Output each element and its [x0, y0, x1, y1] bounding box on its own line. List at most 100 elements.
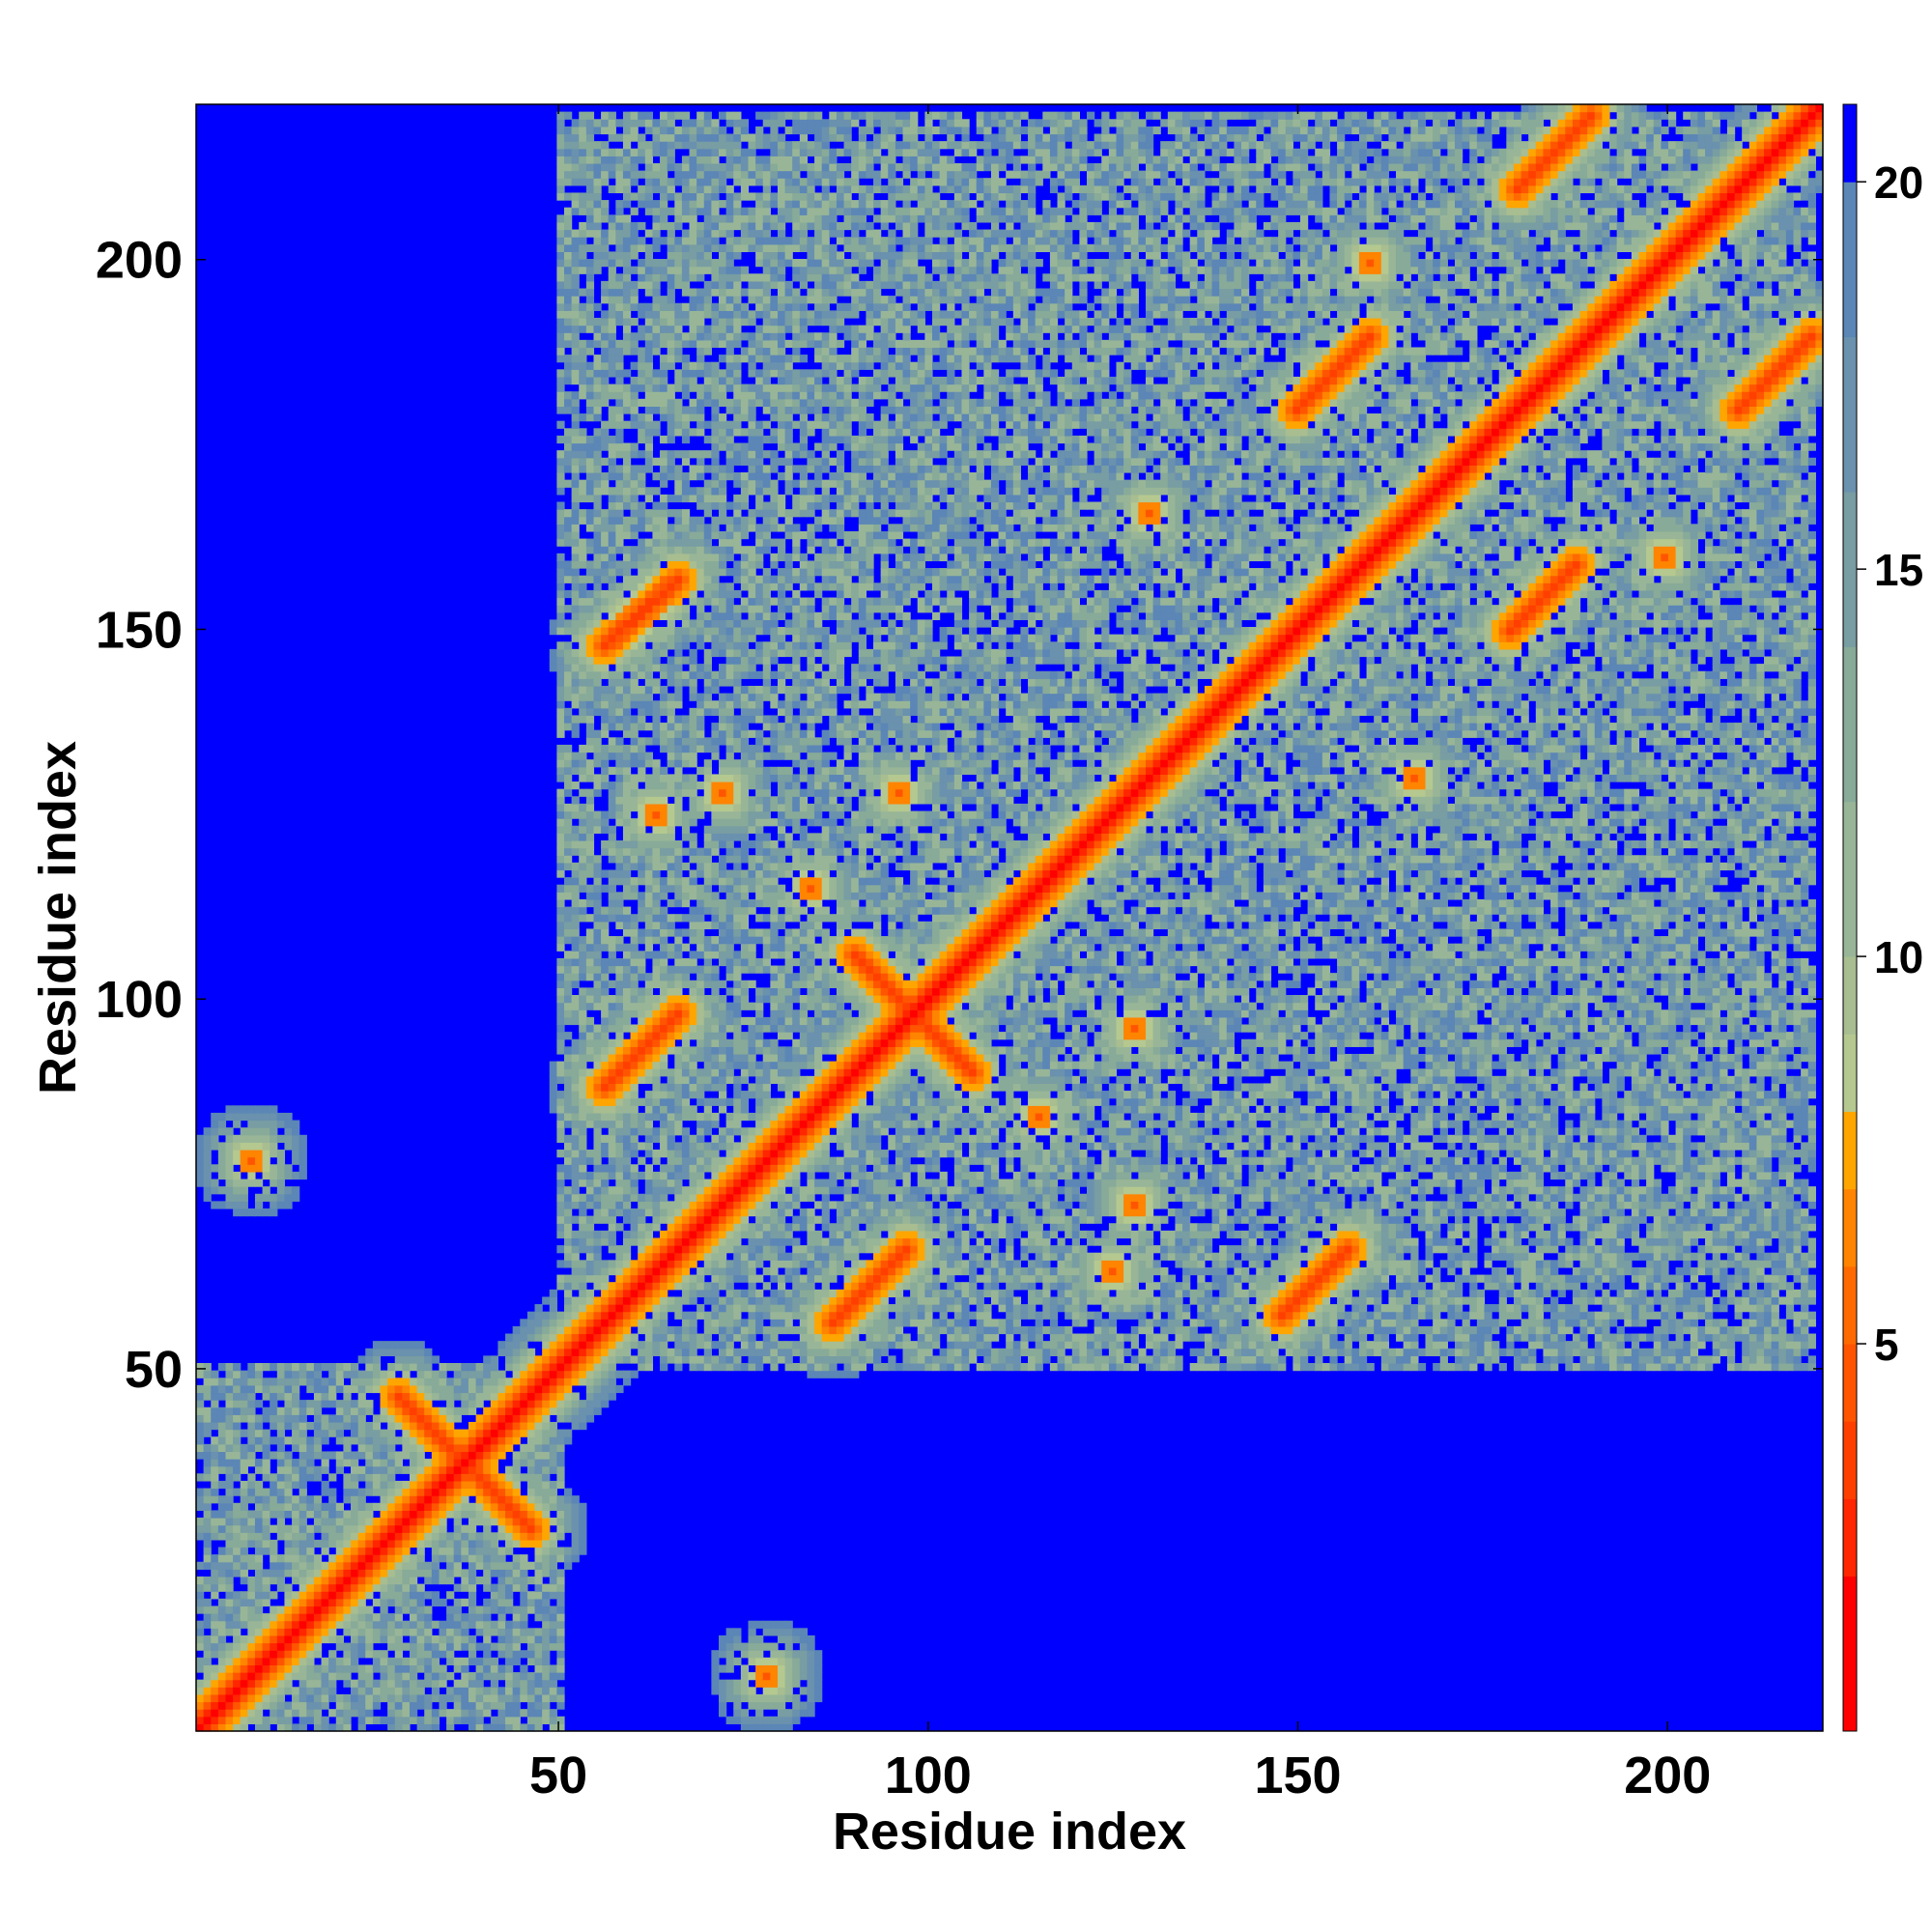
heatmap-cell — [211, 1466, 218, 1474]
heatmap-cell — [381, 1540, 388, 1548]
heatmap-cell — [387, 1503, 395, 1511]
heatmap-cell — [314, 1444, 322, 1452]
heatmap-cell — [299, 1584, 307, 1592]
heatmap-cell — [373, 1349, 381, 1356]
heatmap-cell — [381, 1444, 388, 1452]
heatmap-cell — [263, 1157, 270, 1165]
heatmap-cell — [314, 1451, 322, 1459]
heatmap-cell — [292, 1694, 299, 1702]
heatmap-cell — [328, 1599, 336, 1606]
heatmap-cell — [225, 1687, 233, 1694]
heatmap-cell — [410, 1532, 417, 1540]
heatmap-cell — [365, 1436, 373, 1444]
heatmap-cell — [247, 1378, 255, 1385]
heatmap-cell — [306, 1554, 314, 1562]
heatmap-cell — [255, 1584, 263, 1592]
heatmap-cell — [241, 1591, 248, 1599]
heatmap-cell — [314, 1717, 322, 1724]
heatmap-cell — [284, 1142, 292, 1150]
heatmap-cell — [322, 1687, 329, 1694]
heatmap-cell — [255, 1481, 263, 1489]
heatmap-cell — [410, 1518, 417, 1525]
heatmap-cell — [204, 1150, 212, 1157]
heatmap-cell — [314, 1680, 322, 1688]
heatmap-cell — [343, 1599, 351, 1606]
heatmap-cell — [277, 1621, 285, 1629]
heatmap-cell — [204, 1489, 212, 1496]
heatmap-cell — [381, 1591, 388, 1599]
heatmap-cell — [402, 1451, 410, 1459]
heatmap-cell — [395, 1672, 403, 1680]
heatmap-cell — [395, 1436, 403, 1444]
heatmap-cell — [204, 1127, 212, 1135]
heatmap-cell — [395, 1451, 403, 1459]
heatmap-cell — [277, 1179, 285, 1187]
heatmap-cell — [211, 1407, 218, 1415]
heatmap-cell — [343, 1569, 351, 1577]
heatmap-cell — [299, 1363, 307, 1371]
heatmap-cell — [263, 1548, 270, 1555]
heatmap-cell — [358, 1569, 366, 1577]
heatmap-cell — [225, 1650, 233, 1658]
heatmap-cell — [336, 1702, 344, 1710]
heatmap-cell — [247, 1495, 255, 1503]
heatmap-cell — [402, 1400, 410, 1407]
heatmap-cell — [306, 1473, 314, 1481]
heatmap-cell — [247, 1702, 255, 1710]
heatmap-cell — [225, 1525, 233, 1533]
heatmap-cell — [410, 1680, 417, 1688]
heatmap-cell — [241, 1694, 248, 1702]
heatmap-cell — [365, 1355, 373, 1363]
heatmap-cell — [351, 1540, 358, 1548]
heatmap-cell — [299, 1459, 307, 1466]
heatmap-cell — [402, 1658, 410, 1665]
heatmap-cell — [365, 1650, 373, 1658]
heatmap-cell — [365, 1525, 373, 1533]
heatmap-cell — [381, 1694, 388, 1702]
heatmap-cell — [204, 1658, 212, 1665]
heatmap-cell — [395, 1407, 403, 1415]
heatmap-cell — [343, 1436, 351, 1444]
heatmap-cell — [299, 1694, 307, 1702]
heatmap-cell — [270, 1635, 277, 1643]
heatmap-cell — [299, 1672, 307, 1680]
heatmap-cell — [284, 1635, 292, 1643]
heatmap-cell — [284, 1392, 292, 1400]
heatmap-cell — [196, 1702, 204, 1710]
heatmap-cell — [395, 1422, 403, 1430]
heatmap-cell — [351, 1687, 358, 1694]
heatmap-cell — [263, 1664, 270, 1672]
heatmap-cell — [299, 1562, 307, 1570]
heatmap-cell — [328, 1473, 336, 1481]
heatmap-cell — [263, 1444, 270, 1452]
heatmap-cell — [314, 1422, 322, 1430]
heatmap-cell — [402, 1495, 410, 1503]
heatmap-cell — [270, 1694, 277, 1702]
heatmap-cell — [255, 1371, 263, 1378]
heatmap-cell — [255, 1694, 263, 1702]
heatmap-cell — [277, 1414, 285, 1422]
heatmap-cell — [263, 1473, 270, 1481]
heatmap-cell — [218, 1532, 226, 1540]
heatmap-cell — [270, 1194, 277, 1202]
heatmap-cell — [328, 1591, 336, 1599]
heatmap-cell — [306, 1540, 314, 1548]
heatmap-cell — [299, 1525, 307, 1533]
heatmap-cell — [387, 1525, 395, 1533]
heatmap-cell — [211, 1495, 218, 1503]
heatmap-cell — [343, 1489, 351, 1496]
heatmap-cell — [284, 1400, 292, 1407]
heatmap-cell — [292, 1392, 299, 1400]
heatmap-cell — [306, 1503, 314, 1511]
heatmap-cell — [204, 1702, 212, 1710]
heatmap-cell — [233, 1613, 241, 1621]
heatmap-cell — [410, 1599, 417, 1606]
heatmap-cell — [395, 1709, 403, 1717]
heatmap-cell — [277, 1635, 285, 1643]
heatmap-cell — [365, 1430, 373, 1437]
heatmap-cell — [204, 1157, 212, 1165]
heatmap-cell — [410, 1650, 417, 1658]
heatmap-cell — [322, 1672, 329, 1680]
heatmap-cell — [277, 1459, 285, 1466]
heatmap-cell — [336, 1658, 344, 1665]
